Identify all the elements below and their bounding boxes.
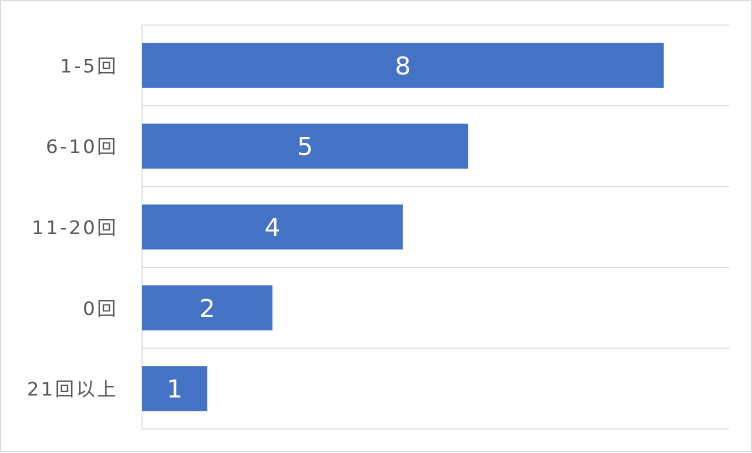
bar: [142, 204, 403, 250]
bar: [142, 123, 469, 169]
category-label: 6-10回: [46, 136, 118, 158]
data-label: 5: [297, 132, 313, 161]
category-label: 21回以上: [27, 379, 118, 401]
data-label: 1: [167, 375, 183, 404]
category-label: 0回: [83, 298, 118, 320]
bar: [142, 366, 208, 412]
data-label: 4: [264, 213, 280, 242]
data-label: 8: [395, 51, 411, 80]
category-label: 11-20回: [32, 217, 118, 239]
bar: [142, 42, 664, 88]
category-label: 1-5回: [60, 55, 118, 77]
data-label: 2: [199, 294, 215, 323]
bar: [142, 285, 273, 331]
